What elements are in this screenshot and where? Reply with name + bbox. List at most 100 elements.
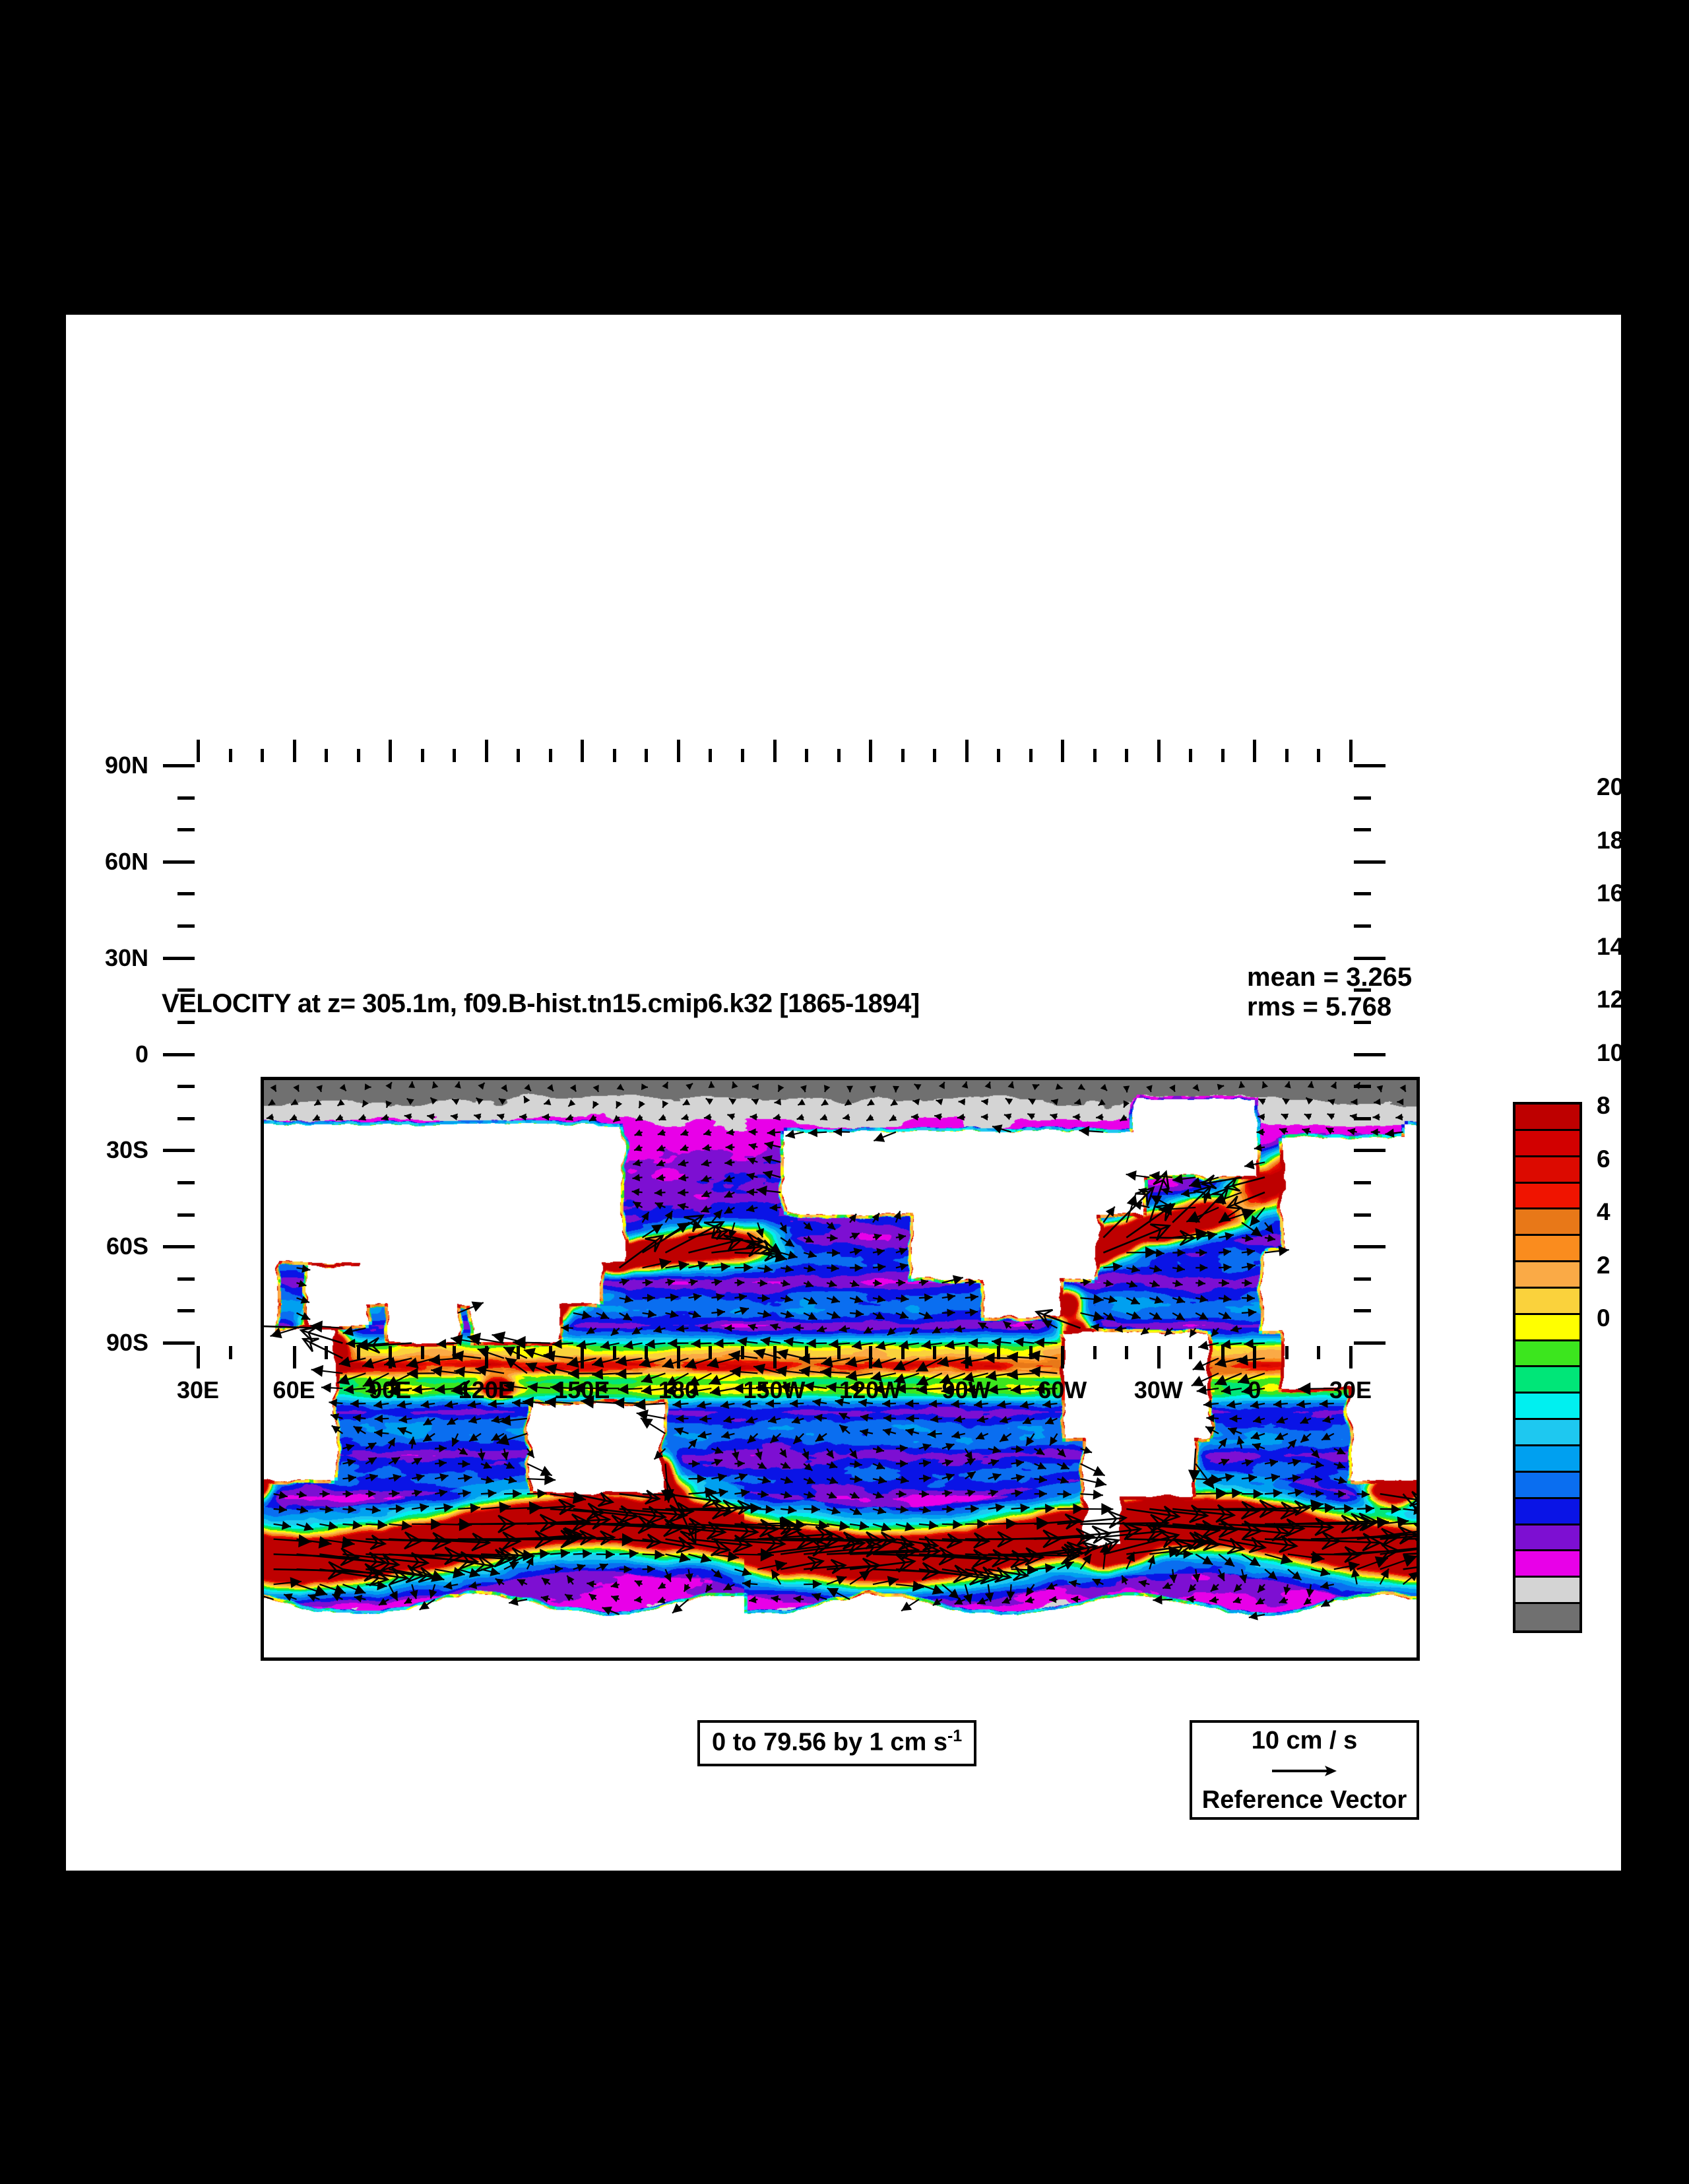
- x-axis-major-tick: [869, 740, 873, 762]
- x-axis-label: 0: [1248, 1376, 1261, 1403]
- x-axis-major-tick: [965, 740, 969, 762]
- y-axis-major-tick: [1354, 860, 1386, 864]
- y-axis-label: 90N: [104, 752, 148, 779]
- colorbar-tick-label: 18: [1597, 826, 1624, 854]
- x-axis-major-tick: [1157, 740, 1161, 762]
- x-axis-minor-tick: [1125, 749, 1129, 762]
- y-axis-minor-tick: [1354, 1020, 1371, 1024]
- x-axis-major-tick: [581, 740, 585, 762]
- figure-page: VELOCITY at z= 305.1m, f09.B-hist.tn15.c…: [66, 315, 1624, 1871]
- y-axis-major-tick: [1354, 764, 1386, 767]
- x-axis-minor-tick: [1093, 749, 1097, 762]
- x-axis-minor-tick: [420, 1346, 424, 1359]
- y-axis-label: 90S: [106, 1329, 148, 1356]
- x-axis-minor-tick: [261, 749, 265, 762]
- x-axis-major-tick: [292, 1346, 296, 1368]
- colorbar-band: [1515, 1288, 1579, 1315]
- x-axis-minor-tick: [356, 1346, 360, 1359]
- y-axis-minor-tick: [1354, 1309, 1371, 1313]
- x-axis-minor-tick: [933, 1346, 937, 1359]
- x-axis-label: 30W: [1133, 1376, 1183, 1403]
- x-axis-minor-tick: [709, 1346, 713, 1359]
- colorbar-tick-label: 8: [1597, 1092, 1610, 1119]
- x-axis-minor-tick: [612, 749, 616, 762]
- x-axis-minor-tick: [997, 749, 1001, 762]
- x-axis-minor-tick: [645, 1346, 649, 1359]
- x-axis-minor-tick: [1029, 1346, 1033, 1359]
- x-axis-minor-tick: [740, 749, 744, 762]
- x-axis-minor-tick: [356, 749, 360, 762]
- x-axis-minor-tick: [517, 1346, 521, 1359]
- x-axis-label: 120W: [839, 1376, 902, 1403]
- colorbar-band: [1515, 1236, 1579, 1263]
- colorbar-band: [1515, 1209, 1579, 1237]
- x-axis-minor-tick: [1285, 749, 1289, 762]
- mean-value: mean = 3.265: [1247, 963, 1413, 992]
- x-axis-major-tick: [1253, 740, 1257, 762]
- x-axis-major-tick: [389, 1346, 393, 1368]
- x-axis-minor-tick: [1221, 749, 1225, 762]
- reference-vector-arrow: [1192, 1756, 1417, 1786]
- y-axis-minor-tick: [177, 1116, 195, 1120]
- colorbar-band: [1515, 1394, 1579, 1421]
- reference-vector-magnitude: 10 cm / s: [1251, 1727, 1358, 1754]
- colorbar-band: [1515, 1367, 1579, 1394]
- x-axis-minor-tick: [1221, 1346, 1225, 1359]
- x-axis-minor-tick: [261, 1346, 265, 1359]
- colorbar-tick-label: 10: [1597, 1039, 1624, 1066]
- x-axis-major-tick: [1253, 1346, 1257, 1368]
- y-axis-minor-tick: [177, 924, 195, 928]
- x-axis-label: 60W: [1038, 1376, 1087, 1403]
- x-axis-major-tick: [197, 740, 200, 762]
- x-axis-label: 120E: [458, 1376, 514, 1403]
- x-axis-major-tick: [197, 1346, 200, 1368]
- y-axis-label: 60N: [104, 847, 148, 875]
- x-axis-minor-tick: [1029, 749, 1033, 762]
- y-axis-major-tick: [1354, 1245, 1386, 1249]
- y-axis-major-tick: [1354, 1149, 1386, 1153]
- y-axis-label: 60S: [106, 1233, 148, 1260]
- x-axis-minor-tick: [1189, 749, 1193, 762]
- x-axis-minor-tick: [901, 749, 905, 762]
- y-axis-minor-tick: [177, 988, 195, 992]
- contour-interval-annotation: 0 to 79.56 by 1 cm s-1: [697, 1720, 977, 1766]
- colorbar-tick-label: 6: [1597, 1145, 1610, 1172]
- colorbar-band: [1515, 1157, 1579, 1184]
- colorbar-band: [1515, 1446, 1579, 1473]
- x-axis-major-tick: [484, 740, 488, 762]
- x-axis-label: 90W: [941, 1376, 991, 1403]
- x-axis-minor-tick: [612, 1346, 616, 1359]
- y-axis-minor-tick: [177, 796, 195, 800]
- x-axis-minor-tick: [740, 1346, 744, 1359]
- colorbar-tick-label: 2: [1597, 1251, 1610, 1279]
- y-axis-major-tick: [163, 956, 195, 960]
- y-axis-minor-tick: [1354, 988, 1371, 992]
- y-axis-major-tick: [1354, 1052, 1386, 1056]
- x-axis-major-tick: [389, 740, 393, 762]
- x-axis-major-tick: [581, 1346, 585, 1368]
- colorbar-band: [1515, 1130, 1579, 1157]
- x-axis-minor-tick: [420, 749, 424, 762]
- x-axis-minor-tick: [837, 749, 841, 762]
- x-axis-major-tick: [773, 1346, 777, 1368]
- y-axis-minor-tick: [1354, 1116, 1371, 1120]
- reference-vector-caption: Reference Vector: [1201, 1785, 1407, 1814]
- y-axis-minor-tick: [1354, 924, 1371, 928]
- colorbar-tick-label: 20: [1597, 773, 1624, 800]
- x-axis-major-tick: [1061, 740, 1065, 762]
- colorbar-band: [1515, 1183, 1579, 1210]
- x-axis-major-tick: [676, 1346, 680, 1368]
- y-axis-major-tick: [163, 1341, 195, 1345]
- colorbar-band: [1515, 1578, 1579, 1605]
- y-axis-minor-tick: [1354, 892, 1371, 896]
- x-axis-minor-tick: [805, 749, 809, 762]
- x-axis-major-tick: [965, 1346, 969, 1368]
- y-axis-minor-tick: [177, 1020, 195, 1024]
- x-axis-minor-tick: [645, 749, 649, 762]
- x-axis-minor-tick: [453, 1346, 457, 1359]
- x-axis-minor-tick: [1093, 1346, 1097, 1359]
- x-axis-minor-tick: [453, 749, 457, 762]
- contour-interval-text: 0 to 79.56 by 1 cm s: [712, 1728, 947, 1756]
- y-axis-minor-tick: [177, 828, 195, 832]
- x-axis-minor-tick: [517, 749, 521, 762]
